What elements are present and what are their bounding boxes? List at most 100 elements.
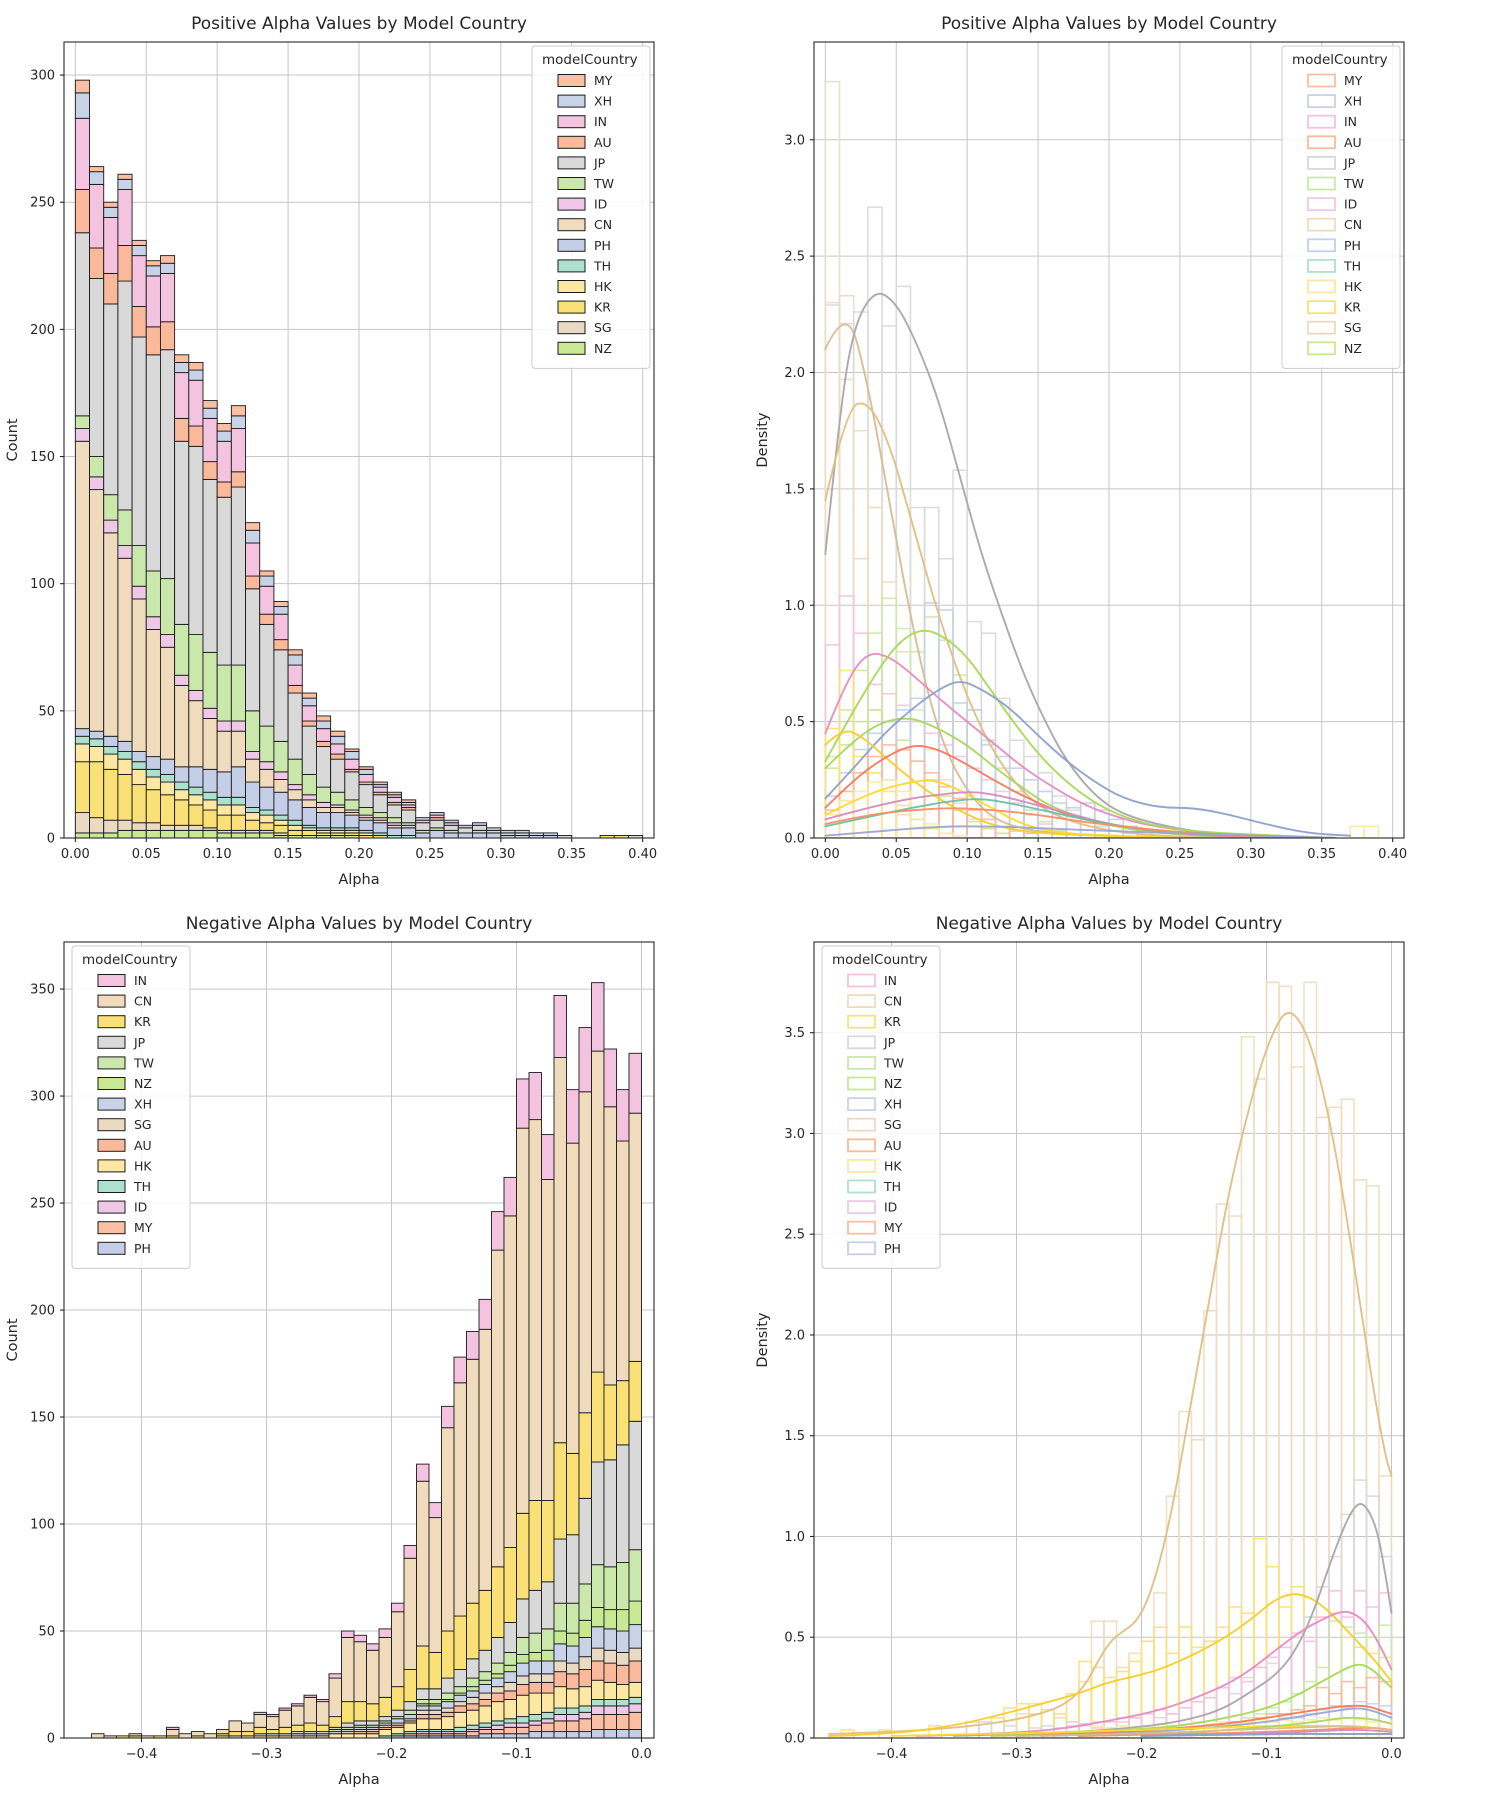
stacked-bar-CN [391, 1611, 405, 1688]
stacked-bar-PH [202, 768, 218, 793]
legend-label-XH: XH [594, 94, 612, 109]
stacked-bar-CN [216, 1728, 230, 1735]
legend-box [821, 945, 941, 1269]
stacked-bar-SG [478, 1692, 492, 1700]
stacked-bar-IN [103, 217, 119, 274]
stacked-bar-XH [202, 407, 218, 419]
stacked-bar-IN [341, 1630, 355, 1638]
legend-label-TW: TW [133, 1055, 154, 1070]
legend-label-NZ: NZ [1344, 341, 1362, 356]
stacked-bar-HK [603, 1681, 617, 1700]
stacked-bar-IN [358, 773, 374, 783]
stacked-bar-JP [74, 232, 90, 417]
legend-label-AU: AU [594, 135, 612, 150]
legend-label-TH: TH [133, 1179, 151, 1194]
stacked-bar-PH [188, 766, 204, 788]
legend-swatch-TH [97, 1180, 126, 1193]
stacked-bar-HK [391, 1726, 405, 1735]
stacked-bar-XH [259, 575, 275, 587]
stacked-bar-AU [578, 1669, 592, 1688]
stacked-bar-KR [328, 1716, 342, 1728]
stacked-bar-TW [403, 1709, 417, 1715]
stacked-bar-MY [516, 1726, 530, 1735]
stacked-bar-PH [259, 786, 275, 811]
legend-swatch-XH [1307, 94, 1336, 108]
stacked-bar-XH [230, 415, 246, 430]
stacked-bar-HK [591, 1679, 605, 1700]
x-axis-label: Alpha [338, 1772, 379, 1788]
legend-swatch-JP [97, 1035, 126, 1049]
kde-line-TW [824, 629, 1337, 838]
stacked-bar-TW [616, 1562, 630, 1611]
legend-title: modelCountry [542, 52, 638, 68]
stacked-bar-NZ [230, 832, 246, 838]
legend-swatch-AU [557, 135, 586, 149]
stacked-bar-NZ [528, 1651, 542, 1662]
stacked-bar-TW [553, 1602, 567, 1632]
stacked-bar-XH [74, 92, 90, 119]
stacked-bar-HK [566, 1688, 580, 1709]
stacked-bar-JP [553, 1538, 567, 1604]
stacked-bar-XH [566, 1645, 580, 1664]
tick-label-y: 150 [30, 1411, 55, 1426]
plot-spines [813, 941, 1405, 1739]
stacked-bar-AU [89, 247, 105, 279]
stacked-bar-JP [174, 440, 190, 625]
tick-label-y: 250 [30, 1197, 55, 1212]
legend-neg-density: modelCountry IN CN KR JP TW NZ XH SG AU HK TH ID MY PH [821, 945, 941, 1269]
stacked-bar-ID [591, 1705, 605, 1715]
stacked-bar-ID [301, 794, 317, 801]
legend-label-PH: PH [1344, 238, 1361, 253]
legend-label-TH: TH [883, 1179, 901, 1194]
stacked-bar-AU [216, 481, 232, 498]
legend-label-JP: JP [133, 1035, 146, 1050]
kde-line-TW [990, 1663, 1393, 1737]
stacked-bar-XH [500, 829, 516, 834]
stacked-bar-IN [74, 117, 90, 190]
stacked-bar-PH [216, 771, 232, 798]
stacked-bar-TW [591, 1564, 605, 1608]
stacked-bar-KR [378, 1696, 392, 1718]
stacked-bar-JP [443, 824, 459, 831]
stacked-bar-AU [174, 417, 190, 442]
stacked-bar-ID [578, 1711, 592, 1720]
y-axis-label: Density [755, 1312, 771, 1368]
stacked-bar-KR [616, 1380, 630, 1446]
stacked-bar-JP [259, 623, 275, 727]
stacked-bar-MY [591, 1714, 605, 1730]
stacked-bar-IN [174, 372, 190, 419]
stacked-bar-KR [291, 1724, 305, 1733]
stacked-bar-AU [566, 1673, 580, 1690]
tick-label-y: 200 [30, 1304, 55, 1319]
legend-label-IN: IN [1344, 114, 1357, 129]
stacked-bar-CN [616, 1140, 630, 1382]
stacked-bar-JP [145, 354, 161, 572]
y-axis-label: Count [5, 418, 21, 461]
legend-label-TW: TW [593, 176, 614, 191]
stacked-bar-KR [188, 804, 204, 826]
stacked-bar-CN [503, 1215, 517, 1549]
stacked-bar-AU [416, 1714, 430, 1720]
stacked-bar-NZ [159, 829, 176, 838]
stacked-bar-KR [603, 1384, 617, 1461]
stacked-bar-MY [188, 361, 204, 371]
legend-swatch-IN [97, 974, 126, 987]
stacked-bar-AU [516, 1684, 530, 1696]
stacked-bar-SG [491, 1686, 505, 1694]
stacked-bar-SG [453, 1701, 467, 1707]
density-bar-CN [1365, 1185, 1380, 1738]
stacked-bar-KR [491, 1566, 505, 1638]
stacked-bar-HK [159, 781, 176, 796]
stacked-bar-JP [516, 1598, 530, 1638]
stacked-bar-TW [245, 710, 261, 752]
stacked-bar-ID [117, 545, 133, 559]
stacked-bar-ID [566, 1714, 580, 1722]
kde-line-XH [824, 825, 1337, 838]
stacked-bar-TW [89, 456, 105, 478]
stacked-bar-PH [344, 814, 360, 829]
legend-label-IN: IN [134, 973, 147, 988]
tick-label-y: 1.5 [784, 482, 805, 497]
stacked-bar-CN [328, 1677, 342, 1718]
legend-label-ID: ID [884, 1200, 897, 1215]
stacked-bar-NZ [245, 832, 261, 838]
